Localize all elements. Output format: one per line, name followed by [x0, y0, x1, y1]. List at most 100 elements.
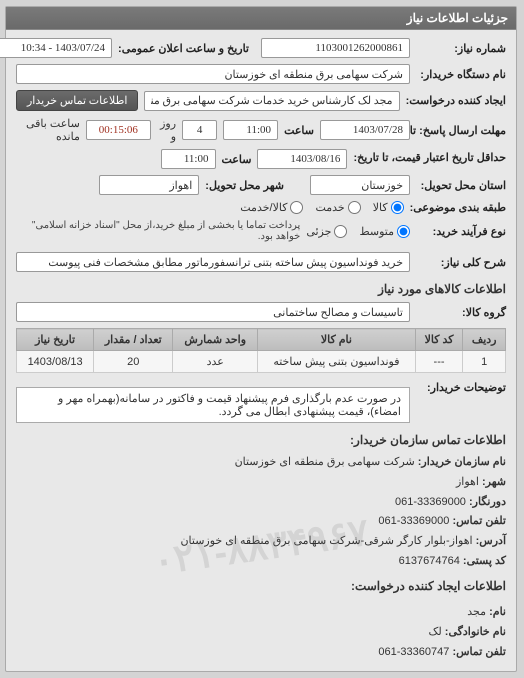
contact-info-block: نام سازمان خریدار: شرکت سهامی برق منطقه … — [17, 453, 507, 663]
validity-date-field[interactable] — [258, 149, 348, 169]
buyer-org-label: نام دستگاه خریدار: — [417, 68, 507, 81]
td-0-3: عدد — [174, 351, 259, 373]
category-radio-group: کالا خدمت کالا/خدمت — [241, 201, 404, 214]
buyer-notes-box: در صورت عدم بارگذاری فرم پیشنهاد قیمت و … — [17, 387, 411, 423]
switchboard-label: دورنگار: — [470, 496, 507, 508]
row-deadline: مهلت ارسال پاسخ: تا ساعت روز و ساعت باقی… — [17, 117, 507, 143]
th-3: واحد شمارش — [174, 329, 259, 351]
table-header-row: ردیف کد کالا نام کالا واحد شمارش تعداد /… — [18, 329, 507, 351]
row-creator: ایجاد کننده درخواست: اطلاعات تماس خریدار — [17, 90, 507, 111]
radio-service-input[interactable] — [349, 201, 362, 214]
city-value: اهواز — [457, 476, 480, 488]
radio-medium[interactable]: متوسط — [360, 225, 411, 238]
radio-partial-input[interactable] — [335, 225, 348, 238]
creator-section-title: اطلاعات ایجاد کننده درخواست: — [17, 574, 507, 600]
radio-medium-label: متوسط — [360, 225, 395, 238]
days-remaining-field[interactable] — [183, 120, 218, 140]
creator-field[interactable] — [145, 91, 400, 111]
radio-medium-input[interactable] — [398, 225, 411, 238]
radio-service-label: خدمت — [316, 201, 345, 214]
td-0-2: فونداسیون بتنی پیش ساخته — [259, 351, 417, 373]
row-goods-group: گروه کالا: — [17, 302, 507, 322]
contact-section-title: اطلاعات تماس سازمان خریدار: — [17, 431, 507, 449]
main-panel: جزئیات اطلاعات نیاز شماره نیاز: تاریخ و … — [6, 6, 518, 672]
validity-time-label: ساعت — [223, 153, 253, 166]
deadline-time-field[interactable] — [224, 120, 279, 140]
deadline-label: مهلت ارسال پاسخ: تا — [417, 124, 507, 137]
req-number-label: شماره نیاز: — [417, 42, 507, 55]
th-4: تعداد / مقدار — [95, 329, 174, 351]
cphone-value: 061-33360747 — [379, 646, 450, 658]
td-0-4: 20 — [95, 351, 174, 373]
buyer-org-field[interactable] — [17, 64, 411, 84]
table-row: 1 --- فونداسیون بتنی پیش ساخته عدد 20 14… — [18, 351, 507, 373]
process-radio-group: متوسط جزئی — [307, 225, 411, 238]
desc-field[interactable] — [17, 252, 411, 272]
td-0-5: 1403/08/13 — [18, 351, 95, 373]
postal-value: 6137674764 — [400, 555, 461, 567]
process-note: پرداخت تماما یا بخشی از مبلغ خرید،از محل… — [17, 220, 301, 242]
cfamily-label: نام خانوادگی: — [446, 626, 507, 638]
radio-goods-input[interactable] — [392, 201, 405, 214]
delivery-city-field[interactable] — [100, 175, 200, 195]
th-2: نام کالا — [259, 329, 417, 351]
city-label: شهر: — [483, 476, 507, 488]
goods-group-label: گروه کالا: — [417, 306, 507, 319]
contact-section: ۰۲۱-۸۸۳۴۹۶۷ اطلاعات تماس سازمان خریدار: … — [17, 431, 507, 663]
delivery-city-label: شهر محل تحویل: — [206, 179, 285, 192]
time-remaining-field[interactable] — [87, 120, 152, 140]
delivery-province-label: استان محل تحویل: — [417, 179, 507, 192]
row-buyer-org: نام دستگاه خریدار: — [17, 64, 507, 84]
panel-body: شماره نیاز: تاریخ و ساعت اعلان عمومی: نا… — [7, 30, 517, 671]
org-name-value: شرکت سهامی برق منطقه ای خوزستان — [236, 456, 416, 468]
goods-group-field[interactable] — [17, 302, 411, 322]
creator-label: ایجاد کننده درخواست: — [407, 94, 507, 107]
td-0-0: 1 — [464, 351, 507, 373]
deadline-time-label: ساعت — [285, 124, 315, 137]
validity-from-label: حداقل تاریخ اعتبار قیمت، تا تاریخ: — [354, 152, 507, 165]
radio-goods-label: کالا — [374, 201, 389, 214]
cname-value: مجد — [468, 606, 487, 618]
fax-label: تلفن تماس: — [453, 515, 507, 527]
cfamily-value: لک — [430, 626, 443, 638]
time-remaining-suffix: ساعت باقی مانده — [17, 117, 81, 143]
process-label: نوع فرآیند خرید: — [417, 225, 507, 238]
radio-partial-label: جزئی — [307, 225, 332, 238]
switchboard-value: 061-33369000 — [396, 496, 467, 508]
row-delivery: استان محل تحویل: شهر محل تحویل: — [17, 175, 507, 195]
th-0: ردیف — [464, 329, 507, 351]
address-value: اهواز-بلوار کارگر شرقی-شرکت سهامی برق من… — [181, 535, 473, 547]
row-process: نوع فرآیند خرید: متوسط جزئی پرداخت تماما… — [17, 220, 507, 242]
announce-dt-label: تاریخ و ساعت اعلان عمومی: — [119, 42, 250, 55]
row-validity: حداقل تاریخ اعتبار قیمت، تا تاریخ: ساعت — [17, 149, 507, 169]
row-req-number: شماره نیاز: تاریخ و ساعت اعلان عمومی: — [17, 38, 507, 58]
deadline-date-field[interactable] — [321, 120, 411, 140]
td-0-1: --- — [416, 351, 464, 373]
delivery-province-field[interactable] — [311, 175, 411, 195]
row-desc: شرح کلی نیاز: — [17, 252, 507, 272]
th-1: کد کالا — [416, 329, 464, 351]
desc-label: شرح کلی نیاز: — [417, 256, 507, 269]
goods-table: ردیف کد کالا نام کالا واحد شمارش تعداد /… — [17, 328, 507, 373]
radio-service[interactable]: خدمت — [316, 201, 361, 214]
buyer-contact-button[interactable]: اطلاعات تماس خریدار — [17, 90, 139, 111]
req-number-field[interactable] — [262, 38, 411, 58]
row-category: طبقه بندی موضوعی: کالا خدمت کالا/خدمت — [17, 201, 507, 214]
postal-label: کد پستی: — [464, 555, 507, 567]
category-label: طبقه بندی موضوعی: — [411, 201, 507, 214]
radio-both[interactable]: کالا/خدمت — [241, 201, 304, 214]
cname-label: نام: — [490, 606, 507, 618]
org-name-label: نام سازمان خریدار: — [419, 456, 507, 468]
radio-both-label: کالا/خدمت — [241, 201, 288, 214]
goods-section-title: اطلاعات کالاهای مورد نیاز — [17, 280, 507, 298]
th-5: تاریخ نیاز — [18, 329, 95, 351]
announce-dt-field[interactable] — [0, 38, 113, 58]
cphone-label: تلفن تماس: — [453, 646, 507, 658]
panel-title: جزئیات اطلاعات نیاز — [7, 7, 517, 30]
fax-value: 061-33369000 — [379, 515, 450, 527]
radio-partial[interactable]: جزئی — [307, 225, 348, 238]
days-and-label: روز و — [158, 117, 177, 143]
radio-both-input[interactable] — [291, 201, 304, 214]
validity-time-field[interactable] — [162, 149, 217, 169]
radio-goods[interactable]: کالا — [374, 201, 405, 214]
